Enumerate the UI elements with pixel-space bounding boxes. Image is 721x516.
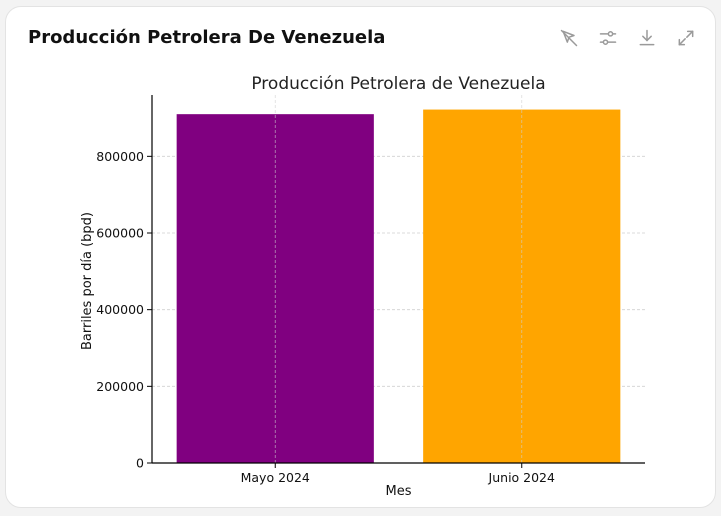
sliders-icon [599,31,617,46]
expand-icon [678,30,694,46]
y-tick-label: 400000 [96,302,144,317]
download-button[interactable] [636,27,658,49]
expand-button[interactable] [675,27,697,49]
x-tick-label: Junio 2024 [488,470,555,485]
filter-settings-button[interactable] [597,27,619,49]
y-tick-label: 200000 [96,379,144,394]
pointer-off-button[interactable] [558,27,580,49]
chart-title: Producción Petrolera de Venezuela [251,74,545,94]
y-tick-label: 800000 [96,149,144,164]
x-axis-label: Mes [386,484,412,499]
x-tick-label: Mayo 2024 [241,470,310,485]
y-axis-label: Barriles por día (bpd) [80,212,95,350]
download-icon [639,29,655,46]
card-title: Producción Petrolera De Venezuela [28,27,386,48]
y-tick-label: 0 [136,456,144,471]
y-tick-label: 600000 [96,226,144,241]
pointer-off-icon [560,29,578,47]
chart-toolbar [558,27,697,49]
